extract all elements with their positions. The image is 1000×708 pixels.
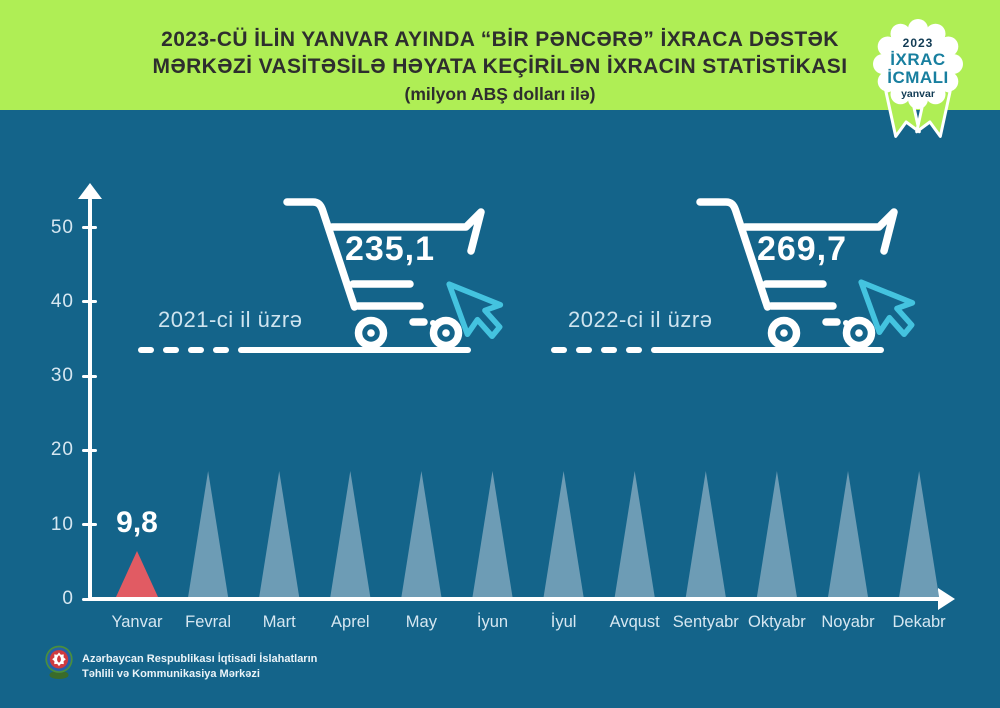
bar-oktyabr <box>756 471 797 597</box>
organization-name: Azərbaycan Respublikası İqtisadi İslahat… <box>82 652 317 682</box>
bar-noyabr <box>828 471 868 597</box>
shopping-cart-icon <box>283 198 485 350</box>
x-label-mart: Mart <box>262 613 296 631</box>
bar-fevral <box>188 471 229 597</box>
x-label-avqust: Avqust <box>609 613 660 631</box>
bar-may <box>401 471 442 597</box>
mouse-cursor-icon <box>858 279 916 338</box>
badge-title-line2: İCMALI <box>887 68 949 87</box>
title-line-1: 2023-CÜ İLİN YANVAR AYINDA “BİR PƏNCƏRƏ”… <box>161 28 839 51</box>
y-tick-10 <box>82 523 97 527</box>
award-badge-icon <box>873 19 963 109</box>
yanvar-value-label: 9,8 <box>116 506 158 539</box>
subtitle-unit: (milyon ABŞ dolları ilə) <box>404 84 596 104</box>
y-axis-arrow-icon <box>78 183 102 199</box>
bar-mart <box>259 471 300 597</box>
bar-dekabr <box>899 471 940 597</box>
x-label-noyabr: Noyabr <box>821 613 875 631</box>
y-tick-30 <box>82 374 97 378</box>
y-tick-label-20: 20 <box>50 439 74 461</box>
header-band: 2023-CÜ İLİN YANVAR AYINDA “BİR PƏNCƏRƏ”… <box>0 0 1000 110</box>
dashed-line-2021 <box>138 347 238 353</box>
x-axis-arrow-icon <box>938 588 955 610</box>
y-tick-label-50: 50 <box>50 216 74 238</box>
y-axis-line <box>88 198 92 599</box>
x-axis-line <box>88 597 940 601</box>
organization-line1: Azərbaycan Respublikası İqtisadi İslahat… <box>82 653 318 665</box>
y-tick-20 <box>82 448 97 452</box>
bar-aprel <box>330 471 371 597</box>
title-line-2: MƏRKƏZİ VASİTƏSİLƏ HƏYATA KEÇİRİLƏN İXRA… <box>152 55 848 78</box>
bar-i̇yun <box>472 471 513 597</box>
y-tick-label-10: 10 <box>50 513 74 535</box>
badge-year: 2023 <box>902 36 934 50</box>
y-tick-50 <box>82 226 97 229</box>
x-label-oktyabr: Oktyabr <box>748 613 806 631</box>
x-label-may: May <box>405 613 437 631</box>
y-tick-40 <box>82 300 97 304</box>
dashed-line-2022 <box>551 347 651 353</box>
value-2021: 235,1 <box>344 230 436 268</box>
shopping-cart-icon <box>696 198 898 350</box>
x-label-yanvar: Yanvar <box>111 613 163 631</box>
y-tick-label-0: 0 <box>62 588 74 609</box>
x-label-fevral: Fevral <box>185 613 232 631</box>
coat-of-arms-icon <box>45 645 73 680</box>
y-tick-label-30: 30 <box>50 365 74 387</box>
ground-line-2022 <box>651 347 884 353</box>
bar-i̇yul <box>543 471 584 597</box>
year-2021-label: 2021-ci il üzrə <box>158 307 303 332</box>
x-label-dekabr: Dekabr <box>892 613 946 631</box>
bar-sentyabr <box>685 471 726 597</box>
value-2022: 269,7 <box>756 230 848 268</box>
badge-month: yanvar <box>901 88 935 100</box>
y-tick-0 <box>82 597 97 601</box>
organization-line2: Təhlili və Kommunikasiya Mərkəzi <box>82 668 260 680</box>
bar-avqust <box>614 471 655 597</box>
x-label-sentyabr: Sentyabr <box>672 613 739 631</box>
ground-line-2021 <box>238 347 471 353</box>
bar-yanvar <box>116 551 158 597</box>
y-tick-label-40: 40 <box>50 290 74 312</box>
badge-title-line1: İXRAC <box>890 50 946 69</box>
mouse-cursor-icon <box>446 281 504 340</box>
x-label-aprel: Aprel <box>331 613 370 631</box>
year-2022-label: 2022-ci il üzrə <box>568 307 713 332</box>
x-label-i̇yun: İyun <box>476 613 509 631</box>
x-label-i̇yul: İyul <box>550 613 577 631</box>
